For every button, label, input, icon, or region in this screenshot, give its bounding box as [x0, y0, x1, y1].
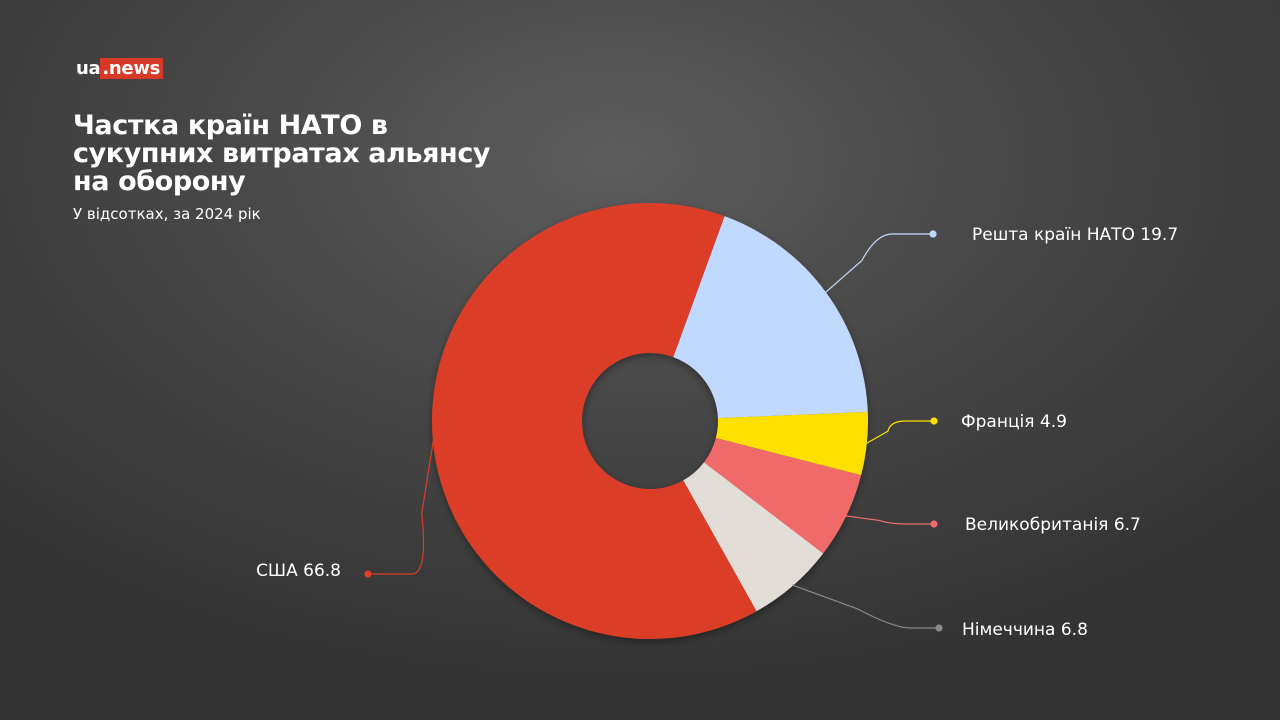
- label-решта-країн-нато: Решта країн НАТО 19.7: [972, 225, 1178, 245]
- leader-dot-німеччина: [935, 624, 943, 632]
- leader-dot-сша: [364, 570, 372, 578]
- leader-dot-великобританія: [930, 520, 938, 528]
- leader-lines: [364, 230, 943, 632]
- leader-line-великобританія: [845, 515, 934, 525]
- label-сша: США 66.8: [256, 561, 341, 581]
- label-німеччина: Німеччина 6.8: [962, 620, 1088, 640]
- leader-line-франція: [865, 420, 934, 445]
- donut-slices: [431, 203, 868, 640]
- chart-title: Частка країн НАТО в сукупних витратах ал…: [73, 110, 491, 197]
- logo-ua-text: ua: [76, 58, 101, 79]
- slice-франція: [715, 411, 868, 476]
- leader-dot-решта-країн-нато: [929, 230, 937, 238]
- leader-dot-франція: [930, 417, 938, 425]
- leader-line-німеччина: [791, 584, 939, 629]
- logo: ua .news: [76, 58, 164, 79]
- label-великобританія: Великобританія 6.7: [965, 515, 1141, 535]
- slice-німеччина: [683, 462, 824, 612]
- slice-labels: Решта країн НАТО 19.7 Франція 4.9 Великобр…: [256, 225, 1178, 640]
- label-франція: Франція 4.9: [961, 412, 1067, 432]
- slice-великобританія: [704, 437, 862, 554]
- slice-решта-країн-нато: [673, 216, 868, 419]
- leader-line-решта-країн-нато: [824, 233, 933, 294]
- logo-news-text: .news: [100, 58, 164, 79]
- chart-subtitle: У відсотках, за 2024 рік: [73, 205, 261, 223]
- leader-line-сша: [368, 438, 435, 575]
- slice-сша: [431, 203, 757, 640]
